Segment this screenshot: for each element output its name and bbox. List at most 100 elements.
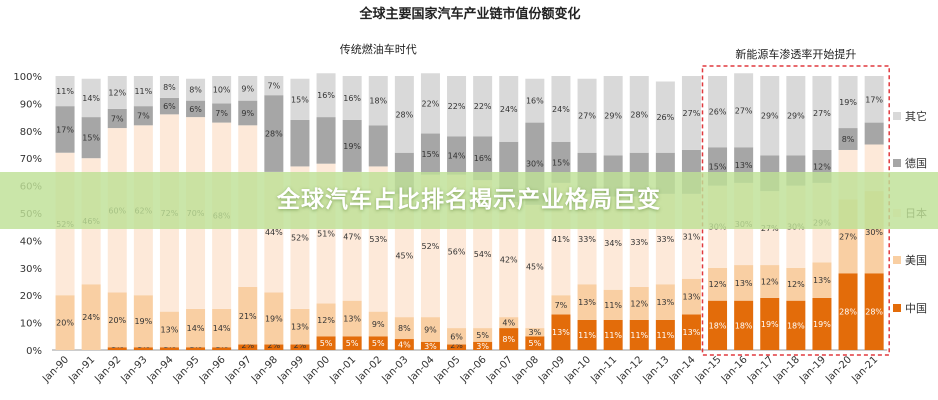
data-label: 27% bbox=[839, 232, 857, 241]
data-label: 18% bbox=[735, 321, 753, 330]
data-label: 12% bbox=[709, 280, 727, 289]
bar-segment bbox=[55, 76, 75, 107]
bar-segment bbox=[264, 292, 284, 345]
x-tick-label: Jan-97 bbox=[223, 354, 254, 385]
data-label: 26% bbox=[656, 113, 674, 122]
bar-segment bbox=[551, 295, 571, 315]
data-label: 29% bbox=[787, 112, 805, 121]
data-label: 4% bbox=[398, 341, 411, 350]
bar-segment bbox=[499, 317, 519, 329]
data-label: 5% bbox=[476, 331, 489, 340]
data-label: 22% bbox=[474, 102, 492, 111]
bar-segment bbox=[499, 76, 519, 142]
bar-segment bbox=[159, 347, 179, 350]
data-label: 3% bbox=[528, 328, 541, 337]
data-label: 8% bbox=[398, 324, 411, 333]
bar-segment bbox=[290, 308, 310, 345]
bar-segment bbox=[603, 76, 623, 156]
x-tick-label: Jan-09 bbox=[536, 354, 567, 385]
data-label: 5% bbox=[528, 339, 541, 348]
data-label: 13% bbox=[735, 279, 753, 288]
bar-segment bbox=[473, 341, 493, 350]
headline-banner-text: 全球汽车占比排名揭示产业格局巨变 bbox=[277, 187, 661, 213]
bar-segment bbox=[186, 100, 206, 118]
bar-segment bbox=[238, 344, 258, 350]
bar-segment bbox=[368, 336, 388, 350]
data-label: 12% bbox=[813, 162, 831, 171]
bar-segment bbox=[290, 78, 310, 120]
bar-segment bbox=[734, 73, 754, 148]
data-label: 2% bbox=[450, 341, 463, 350]
data-label: 3% bbox=[424, 342, 437, 351]
data-label: 6% bbox=[189, 105, 202, 114]
data-label: 13% bbox=[735, 161, 753, 170]
data-label: 34% bbox=[604, 239, 622, 248]
data-label: 28% bbox=[865, 308, 883, 317]
y-tick-label: 70% bbox=[20, 154, 42, 165]
x-tick-label: Jan-16 bbox=[719, 354, 750, 385]
bar-segment bbox=[525, 328, 545, 337]
data-label: 12% bbox=[108, 88, 126, 97]
bar-segment bbox=[186, 78, 206, 101]
bar-segment bbox=[525, 336, 545, 350]
data-label: 13% bbox=[578, 298, 596, 307]
bar-segment bbox=[316, 303, 336, 337]
bar-segment bbox=[394, 317, 414, 340]
data-label: 14% bbox=[213, 324, 231, 333]
data-label: 11% bbox=[604, 301, 622, 310]
bar-segment bbox=[655, 319, 675, 350]
x-tick-label: Jan-08 bbox=[510, 354, 541, 385]
data-label: 13% bbox=[291, 323, 309, 332]
data-label: 29% bbox=[761, 112, 779, 121]
data-label: 14% bbox=[187, 324, 205, 333]
data-label: 52% bbox=[422, 242, 440, 251]
bar-segment bbox=[551, 314, 571, 350]
legend-label: 其它 bbox=[905, 109, 927, 123]
bar-segment bbox=[655, 284, 675, 320]
bar-segment bbox=[473, 76, 493, 137]
legend-label: 美国 bbox=[905, 254, 927, 267]
data-label: 5% bbox=[320, 339, 333, 348]
data-label: 29% bbox=[604, 112, 622, 121]
bar-segment bbox=[81, 117, 101, 159]
bar-segment bbox=[342, 336, 362, 350]
bar-segment bbox=[394, 76, 414, 153]
y-tick-label: 80% bbox=[20, 127, 42, 138]
data-label: 15% bbox=[552, 158, 570, 167]
bar-segment bbox=[838, 273, 858, 350]
data-label: 13% bbox=[343, 314, 361, 323]
bar-segment bbox=[760, 76, 780, 156]
x-tick-label: Jan-06 bbox=[458, 354, 489, 385]
data-label: 15% bbox=[82, 134, 100, 143]
bar-segment bbox=[629, 286, 649, 320]
bar-segment bbox=[342, 76, 362, 120]
data-label: 8% bbox=[189, 86, 202, 95]
data-label: 2% bbox=[267, 341, 280, 350]
data-label: 15% bbox=[422, 150, 440, 159]
bar-segment bbox=[447, 328, 467, 345]
bar-segment bbox=[81, 78, 101, 118]
data-label: 17% bbox=[56, 125, 74, 134]
bar-segment bbox=[290, 344, 310, 350]
data-label: 56% bbox=[448, 247, 466, 256]
data-label: 47% bbox=[343, 232, 361, 241]
headline-banner: 全球汽车占比排名揭示产业格局巨变 bbox=[0, 172, 938, 229]
data-label: 12% bbox=[317, 316, 335, 325]
data-label: 44% bbox=[265, 228, 283, 237]
data-label: 12% bbox=[761, 278, 779, 287]
bar-segment bbox=[577, 319, 597, 350]
bar-segment bbox=[681, 278, 701, 315]
x-tick-label: Jan-93 bbox=[119, 354, 150, 385]
data-label: 14% bbox=[82, 94, 100, 103]
y-tick-label: 10% bbox=[20, 319, 42, 330]
data-label: 19% bbox=[839, 98, 857, 107]
data-label: 8% bbox=[502, 335, 515, 344]
data-label: 2% bbox=[294, 341, 307, 350]
x-tick-label: Jan-94 bbox=[145, 354, 176, 385]
bar-segment bbox=[107, 108, 127, 129]
data-label: 13% bbox=[656, 298, 674, 307]
data-label: 18% bbox=[787, 321, 805, 330]
bar-segment bbox=[264, 344, 284, 350]
data-label: 24% bbox=[82, 313, 100, 322]
